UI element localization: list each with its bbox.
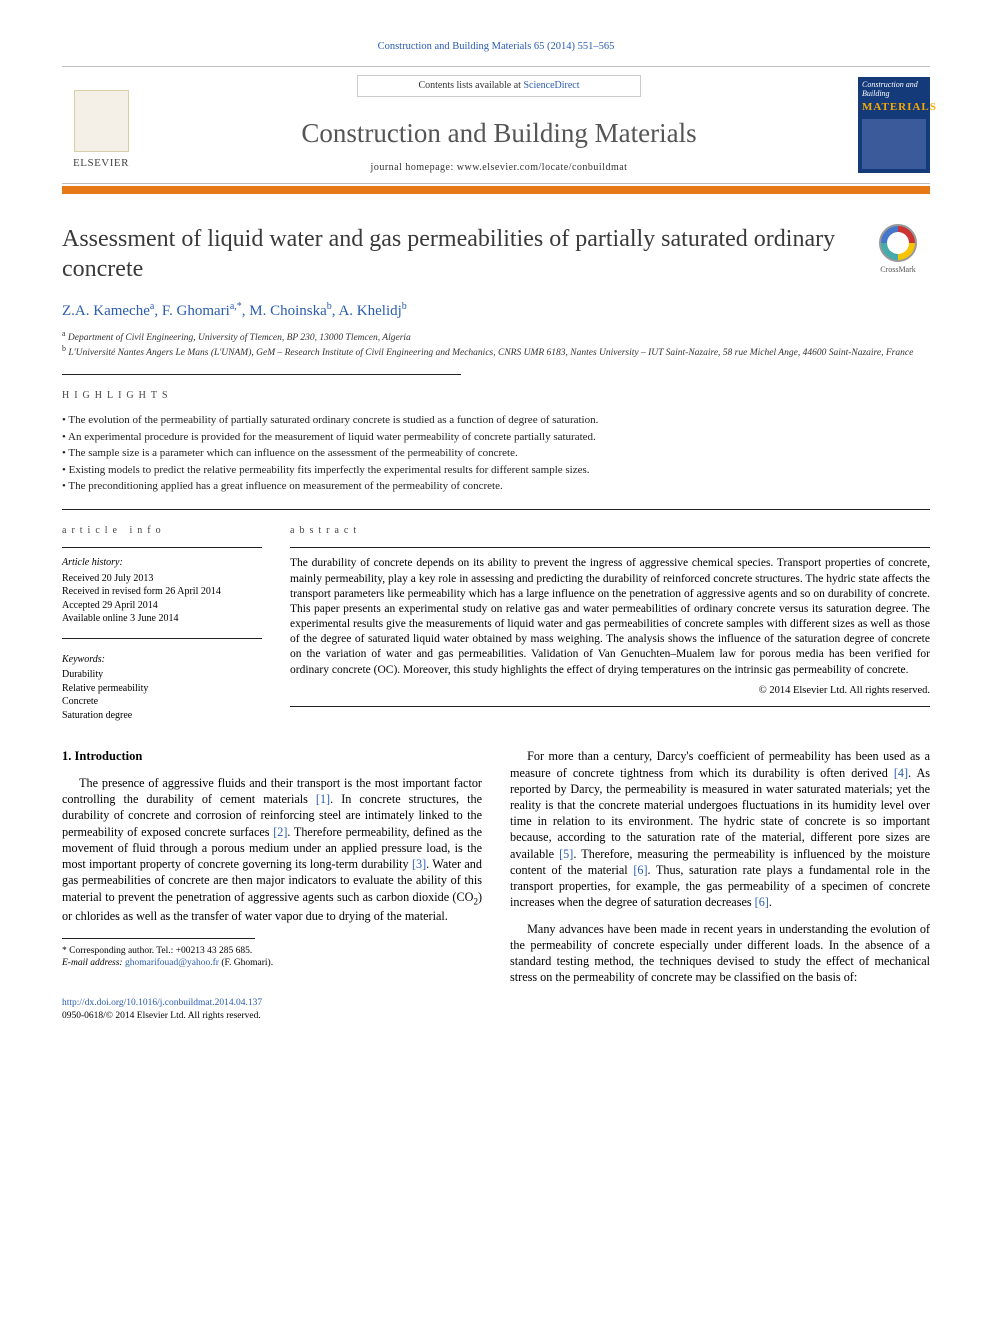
author-name: A. Khelidj bbox=[338, 303, 401, 319]
orange-divider-bar bbox=[62, 186, 930, 194]
highlight-item: The preconditioning applied has a great … bbox=[62, 478, 930, 495]
intro-paragraph: For more than a century, Darcy's coeffic… bbox=[510, 748, 930, 910]
author[interactable]: Z.A. Kamechea bbox=[62, 303, 154, 319]
info-rule bbox=[290, 547, 930, 548]
ref-link[interactable]: [6] bbox=[755, 895, 769, 909]
keyword: Saturation degree bbox=[62, 709, 262, 723]
section-rule bbox=[62, 374, 461, 375]
affiliation: a Department of Civil Engineering, Unive… bbox=[62, 329, 930, 345]
text-run: For more than a century, Darcy's coeffic… bbox=[510, 749, 930, 779]
body-two-column: 1. Introduction The presence of aggressi… bbox=[62, 748, 930, 985]
sciencedirect-link[interactable]: ScienceDirect bbox=[523, 80, 579, 91]
author-name: Z.A. Kameche bbox=[62, 303, 150, 319]
article-info-column: article info Article history: Received 2… bbox=[62, 524, 262, 723]
masthead: ELSEVIER Contents lists available at Sci… bbox=[62, 66, 930, 183]
highlight-item: The evolution of the permeability of par… bbox=[62, 412, 930, 429]
article-title: Assessment of liquid water and gas perme… bbox=[62, 224, 850, 284]
info-rule bbox=[62, 638, 262, 639]
keywords-label: Keywords: bbox=[62, 653, 262, 667]
doi-footer: http://dx.doi.org/10.1016/j.conbuildmat.… bbox=[62, 997, 930, 1022]
crossmark-icon bbox=[879, 224, 917, 262]
doi-link[interactable]: http://dx.doi.org/10.1016/j.conbuildmat.… bbox=[62, 998, 262, 1008]
affil-text: L'Université Nantes Angers Le Mans (L'UN… bbox=[68, 349, 913, 359]
ref-link[interactable]: [2] bbox=[273, 825, 287, 839]
crossmark-widget[interactable]: CrossMark bbox=[866, 224, 930, 276]
corresponding-email-link[interactable]: ghomarifouad@yahoo.fr bbox=[125, 958, 219, 968]
corr-star: * bbox=[62, 946, 67, 956]
homepage-url[interactable]: www.elsevier.com/locate/conbuildmat bbox=[457, 162, 628, 173]
author[interactable]: A. Khelidjb bbox=[338, 303, 406, 319]
ref-link[interactable]: [1] bbox=[316, 792, 330, 806]
corr-person: (F. Ghomari). bbox=[221, 958, 273, 968]
highlights-list: The evolution of the permeability of par… bbox=[62, 412, 930, 495]
journal-homepage-line: journal homepage: www.elsevier.com/locat… bbox=[154, 161, 844, 175]
copyright-line: © 2014 Elsevier Ltd. All rights reserved… bbox=[290, 684, 930, 698]
journal-name: Construction and Building Materials bbox=[154, 115, 844, 151]
homepage-prefix: journal homepage: bbox=[371, 162, 457, 173]
history-item: Received 20 July 2013 bbox=[62, 572, 262, 586]
history-label: Article history: bbox=[62, 556, 262, 570]
author-name: F. Ghomari bbox=[162, 303, 230, 319]
ref-link[interactable]: [5] bbox=[559, 847, 573, 861]
author-sup: b bbox=[402, 301, 407, 312]
masthead-center: Contents lists available at ScienceDirec… bbox=[154, 75, 844, 174]
journal-citation: Construction and Building Materials 65 (… bbox=[62, 40, 930, 54]
author-sup: a,* bbox=[230, 301, 242, 312]
corr-label: Corresponding author. Tel.: +00213 43 28… bbox=[69, 946, 252, 956]
abstract-label: abstract bbox=[290, 524, 930, 538]
ref-link[interactable]: [4] bbox=[894, 766, 908, 780]
cover-image-placeholder bbox=[862, 119, 926, 169]
contents-prefix: Contents lists available at bbox=[418, 80, 523, 91]
affil-sup: a bbox=[62, 329, 66, 338]
keyword: Relative permeability bbox=[62, 682, 262, 696]
keyword: Durability bbox=[62, 668, 262, 682]
crossmark-label: CrossMark bbox=[866, 265, 930, 276]
footnote-rule bbox=[62, 938, 255, 939]
publisher-logo: ELSEVIER bbox=[62, 79, 140, 171]
elsevier-tree-icon bbox=[74, 90, 129, 152]
author-sup: a bbox=[150, 301, 154, 312]
article-info-label: article info bbox=[62, 524, 262, 538]
intro-paragraph: The presence of aggressive fluids and th… bbox=[62, 775, 482, 924]
history-item: Received in revised form 26 April 2014 bbox=[62, 585, 262, 599]
cover-title: Construction and Building bbox=[862, 81, 926, 99]
intro-paragraph: Many advances have been made in recent y… bbox=[510, 921, 930, 986]
keyword: Concrete bbox=[62, 695, 262, 709]
author-sup: b bbox=[327, 301, 332, 312]
ref-link[interactable]: [6] bbox=[633, 863, 647, 877]
affil-sup: b bbox=[62, 344, 66, 353]
email-label: E-mail address: bbox=[62, 958, 123, 968]
section-rule bbox=[62, 509, 930, 510]
highlight-item: Existing models to predict the relative … bbox=[62, 462, 930, 479]
author-list: Z.A. Kamechea, F. Ghomaria,*, M. Choinsk… bbox=[62, 300, 930, 321]
info-rule bbox=[62, 547, 262, 548]
author[interactable]: M. Choinskab bbox=[249, 303, 332, 319]
affiliation: b L'Université Nantes Angers Le Mans (L'… bbox=[62, 344, 930, 360]
history-item: Available online 3 June 2014 bbox=[62, 612, 262, 626]
highlights-label: highlights bbox=[62, 389, 930, 403]
info-rule bbox=[290, 706, 930, 707]
contents-available-line: Contents lists available at ScienceDirec… bbox=[357, 75, 640, 97]
highlight-item: An experimental procedure is provided fo… bbox=[62, 429, 930, 446]
abstract-text: The durability of concrete depends on it… bbox=[290, 556, 930, 677]
affil-text: Department of Civil Engineering, Univers… bbox=[68, 333, 411, 343]
cover-materials-word: MATERIALS bbox=[862, 100, 926, 115]
ref-link[interactable]: [3] bbox=[412, 857, 426, 871]
text-run: . bbox=[769, 895, 772, 909]
author-name: M. Choinska bbox=[249, 303, 327, 319]
issn-copyright: 0950-0618/© 2014 Elsevier Ltd. All right… bbox=[62, 1011, 261, 1021]
history-item: Accepted 29 April 2014 bbox=[62, 599, 262, 613]
abstract-column: abstract The durability of concrete depe… bbox=[290, 524, 930, 723]
corresponding-author-footnote: * Corresponding author. Tel.: +00213 43 … bbox=[62, 945, 482, 970]
section-heading-introduction: 1. Introduction bbox=[62, 748, 482, 765]
publisher-name: ELSEVIER bbox=[73, 156, 129, 171]
author[interactable]: F. Ghomaria,* bbox=[162, 303, 242, 319]
journal-cover-thumbnail: Construction and Building MATERIALS bbox=[858, 77, 930, 173]
highlight-item: The sample size is a parameter which can… bbox=[62, 445, 930, 462]
